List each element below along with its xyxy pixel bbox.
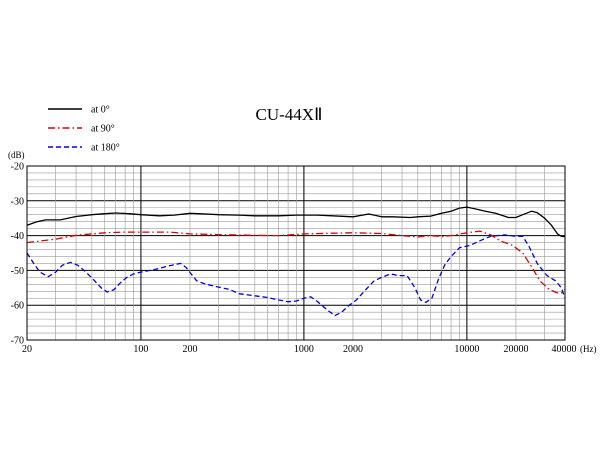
legend-entry-0: at 0° [48, 105, 110, 116]
y-tick-labels: -20 -30 -40 -50 -60 -70 [11, 162, 24, 347]
y-tick-label: -30 [11, 196, 24, 207]
y-axis-label: (dB) [8, 150, 25, 160]
series-curves [26, 206, 566, 317]
x-tick-label: 40000 [552, 344, 577, 355]
x-tick-label: 10000 [454, 344, 479, 355]
x-tick-labels: 20 100 200 1000 2000 10000 20000 40000 (Hz) [22, 344, 597, 355]
y-tick-label: -20 [11, 162, 24, 173]
legend-label-1: at 90° [91, 124, 115, 135]
y-tick-label: -70 [11, 336, 24, 347]
plot-frame [26, 165, 566, 341]
legend-entry-1: at 90° [48, 124, 115, 135]
legend-label-2: at 180° [91, 143, 120, 154]
series-line-1 [26, 230, 566, 294]
legend-entry-2: at 180° [48, 143, 120, 154]
x-tick-label: 200 [182, 344, 197, 355]
series-line-0 [26, 206, 566, 238]
series-line-2 [26, 234, 566, 317]
legend: at 0° at 90° at 180° [48, 105, 120, 154]
y-tick-label: -40 [11, 231, 24, 242]
grid [26, 165, 566, 341]
x-tick-label: 1000 [294, 344, 314, 355]
x-tick-label: 20 [22, 344, 32, 355]
y-tick-label: -50 [11, 266, 24, 277]
x-axis-label: (Hz) [580, 344, 597, 354]
y-tick-label: -60 [11, 301, 24, 312]
x-tick-label: 20000 [503, 344, 528, 355]
x-tick-label: 2000 [343, 344, 363, 355]
legend-label-0: at 0° [91, 105, 110, 116]
x-tick-label: 100 [133, 344, 148, 355]
chart-title: CU-44XⅡ [256, 105, 323, 124]
